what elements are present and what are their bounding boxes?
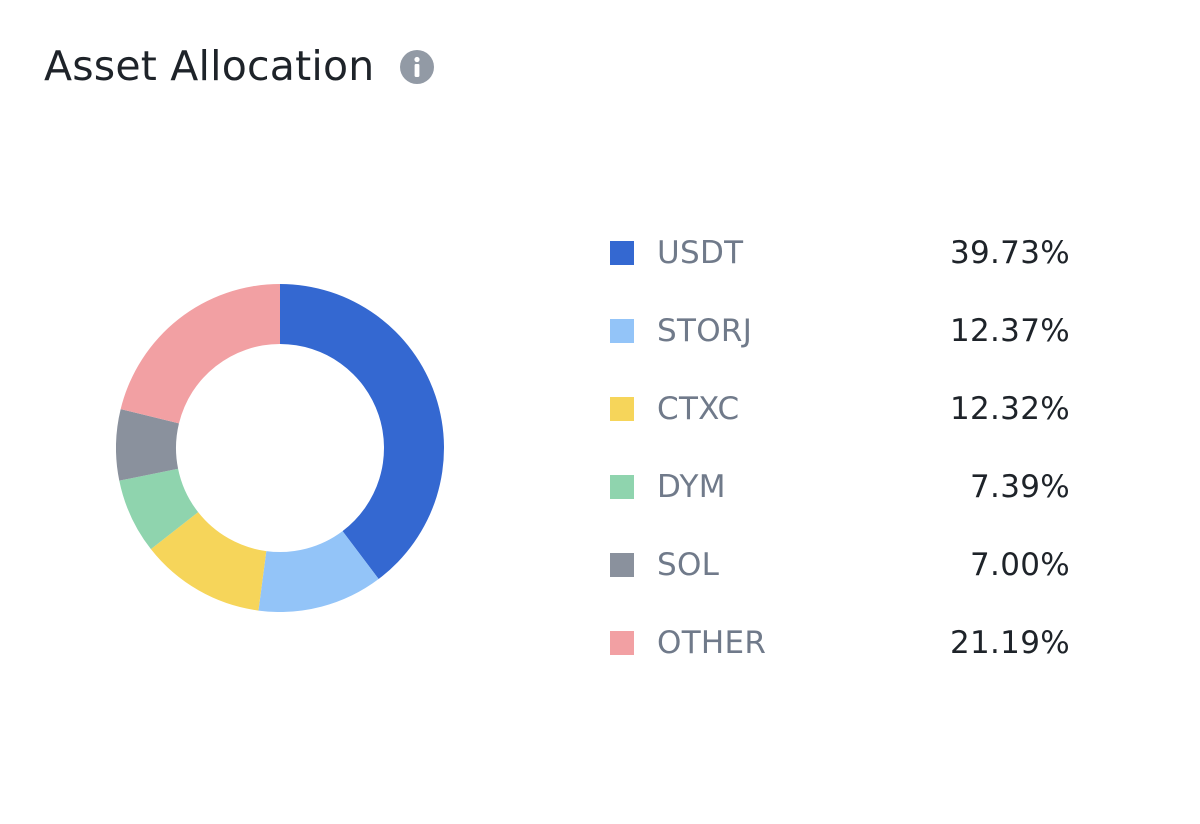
legend-item-ctxc: CTXC 12.32% — [610, 370, 1070, 448]
legend-swatch — [610, 241, 634, 265]
legend-value: 7.39% — [970, 469, 1070, 505]
donut-slice-dym[interactable] — [119, 468, 199, 550]
legend-label: DYM — [657, 469, 726, 505]
legend-item-storj: STORJ 12.37% — [610, 292, 1070, 370]
donut-slice-ctxc[interactable] — [150, 512, 267, 611]
legend-item-other: OTHER 21.19% — [610, 604, 1070, 682]
legend-value: 7.00% — [970, 547, 1070, 583]
donut-slice-other[interactable] — [120, 284, 281, 424]
legend-label: USDT — [657, 235, 744, 271]
legend-label: OTHER — [657, 625, 767, 661]
info-icon-graphic — [400, 50, 435, 84]
legend-swatch — [610, 319, 634, 343]
legend-item-dym: DYM 7.39% — [610, 448, 1070, 526]
legend-label: STORJ — [657, 313, 753, 349]
info-icon[interactable] — [400, 50, 435, 84]
legend-value: 21.19% — [949, 625, 1070, 661]
chart-title: Asset Allocation — [44, 42, 375, 90]
donut-chart — [116, 284, 444, 612]
legend-value: 12.32% — [949, 391, 1070, 427]
legend-value: 12.37% — [949, 313, 1070, 349]
legend-swatch — [610, 553, 634, 577]
legend-swatch — [610, 475, 634, 499]
donut-slice-usdt[interactable] — [280, 284, 444, 580]
legend-label: CTXC — [657, 391, 740, 427]
legend-item-sol: SOL 7.00% — [610, 526, 1070, 604]
donut-slice-sol[interactable] — [116, 409, 179, 481]
legend-value: 39.73% — [949, 235, 1070, 271]
legend-item-usdt: USDT 39.73% — [610, 214, 1070, 292]
legend-swatch — [610, 631, 634, 655]
legend-swatch — [610, 397, 634, 421]
donut-slice-storj[interactable] — [258, 531, 379, 612]
legend-label: SOL — [657, 547, 720, 583]
legend: USDT 39.73% STORJ 12.37% CTXC 12.32% DYM 7.39% S… — [610, 214, 1070, 682]
chart-header: Asset Allocation — [44, 36, 435, 96]
